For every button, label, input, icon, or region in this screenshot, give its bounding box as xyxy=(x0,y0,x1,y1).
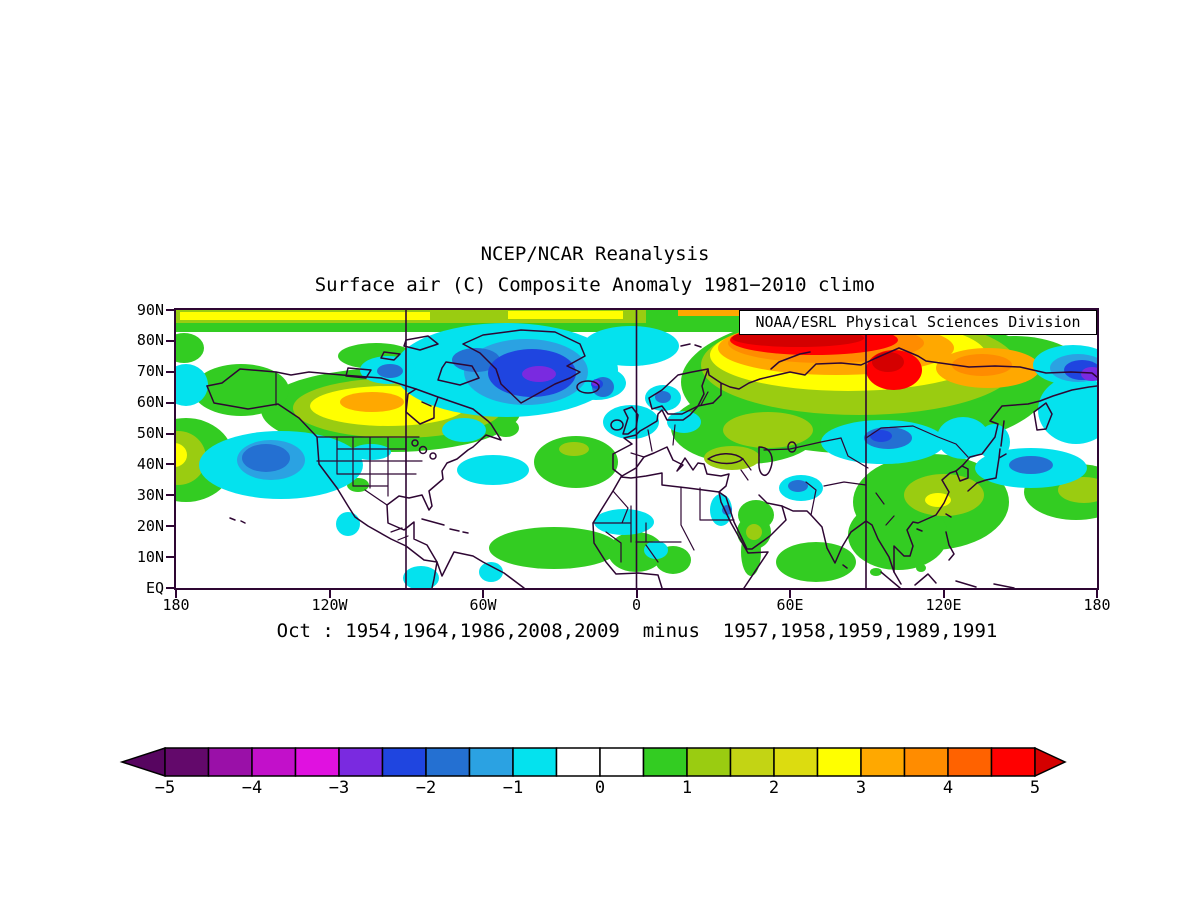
lat-tick-mark xyxy=(166,401,174,404)
lat-tick-label: 80N xyxy=(136,331,164,350)
lat-tick-label: EQ xyxy=(145,578,164,597)
negative-anomaly-violet-layer xyxy=(522,366,1097,386)
colorbar-segment xyxy=(381,747,427,777)
colorbar-tick-label: −4 xyxy=(241,778,263,798)
lon-tick-label: 180 xyxy=(162,596,190,614)
lat-tick-label: 70N xyxy=(136,362,164,381)
lat-tick-label: 60N xyxy=(136,393,164,412)
colorbar-segment xyxy=(947,747,993,777)
map-frame xyxy=(174,308,1099,590)
colorbar-segment xyxy=(990,747,1036,777)
colorbar-segment xyxy=(468,747,514,777)
negative-anomaly-mediumblue-layer xyxy=(242,348,1053,515)
lon-tick-mark xyxy=(789,590,791,598)
colorbar-segment xyxy=(816,747,862,777)
lat-tick-label: 90N xyxy=(136,300,164,319)
composite-years-caption: Oct : 1954,1964,1986,2008,2009 minus 195… xyxy=(276,620,998,642)
lat-tick-mark xyxy=(166,309,174,311)
colorbar-segment xyxy=(294,747,340,777)
colorbar-segment xyxy=(338,747,384,777)
colorbar xyxy=(119,746,1067,778)
lat-tick-mark xyxy=(166,494,174,497)
lat-tick-label: 20N xyxy=(136,516,164,535)
colorbar-tick-label: 3 xyxy=(855,778,867,798)
colorbar-tick-label: 2 xyxy=(768,778,780,798)
anomaly-field xyxy=(176,310,1097,588)
coastlines xyxy=(206,329,1097,588)
lat-tick-mark xyxy=(166,463,174,466)
lat-tick-mark xyxy=(166,556,174,559)
lat-tick-label: 50N xyxy=(136,424,164,443)
lon-tick-label: 0 xyxy=(631,596,642,614)
credit-text: NOAA/ESRL Physical Sciences Division xyxy=(755,313,1081,331)
lat-tick-mark xyxy=(166,587,174,589)
lon-tick-mark xyxy=(1096,590,1098,598)
lon-tick-label: 120E xyxy=(925,596,962,614)
lat-tick-label: 30N xyxy=(136,485,164,504)
lat-tick-label: 40N xyxy=(136,454,164,473)
lon-tick-label: 60W xyxy=(469,596,497,614)
lat-tick-label: 10N xyxy=(136,547,164,566)
colorbar-tick-label: −2 xyxy=(415,778,437,798)
lon-tick-mark xyxy=(328,590,331,598)
colorbar-segment xyxy=(555,747,601,777)
lon-tick-mark xyxy=(942,590,945,598)
colorbar-segment xyxy=(773,747,819,777)
page-subtitle: Surface air (C) Composite Anomaly 1981−2… xyxy=(314,274,876,296)
colorbar-segments xyxy=(164,747,1036,777)
colorbar-tick-label: 0 xyxy=(594,778,606,798)
lat-tick-mark xyxy=(166,525,174,528)
country-borders xyxy=(275,371,969,563)
colorbar-tick-label: 1 xyxy=(681,778,693,798)
lat-tick-mark xyxy=(166,432,174,435)
colorbar-segment xyxy=(207,747,253,777)
page-title: NCEP/NCAR Reanalysis xyxy=(480,243,710,265)
lat-tick-mark xyxy=(166,370,174,373)
lat-tick-mark xyxy=(166,339,174,342)
colorbar-segment xyxy=(425,747,471,777)
colorbar-left-arrow xyxy=(119,746,166,778)
colorbar-segment xyxy=(251,747,297,777)
colorbar-segment xyxy=(164,747,210,777)
lon-tick-label: 180 xyxy=(1083,596,1111,614)
colorbar-tick-label: 4 xyxy=(942,778,954,798)
colorbar-tick-label: −1 xyxy=(502,778,524,798)
lon-tick-mark xyxy=(482,590,484,598)
colorbar-tick-label: −3 xyxy=(328,778,350,798)
credit-box: NOAA/ESRL Physical Sciences Division xyxy=(739,310,1097,335)
colorbar-segment xyxy=(903,747,949,777)
colorbar-segment xyxy=(642,747,688,777)
lon-tick-label: 60E xyxy=(776,596,804,614)
colorbar-segment xyxy=(686,747,732,777)
colorbar-tick-label: 5 xyxy=(1029,778,1041,798)
lon-tick-label: 120W xyxy=(311,596,348,614)
colorbar-segment xyxy=(512,747,558,777)
colorbar-segment xyxy=(729,747,775,777)
colorbar-right-arrow xyxy=(1034,746,1067,778)
colorbar-segment xyxy=(599,747,645,777)
lon-tick-mark xyxy=(635,590,638,598)
anomaly-map xyxy=(176,310,1097,588)
colorbar-tick-label: −5 xyxy=(154,778,176,798)
colorbar-segment xyxy=(860,747,906,777)
lon-tick-mark xyxy=(175,590,177,598)
